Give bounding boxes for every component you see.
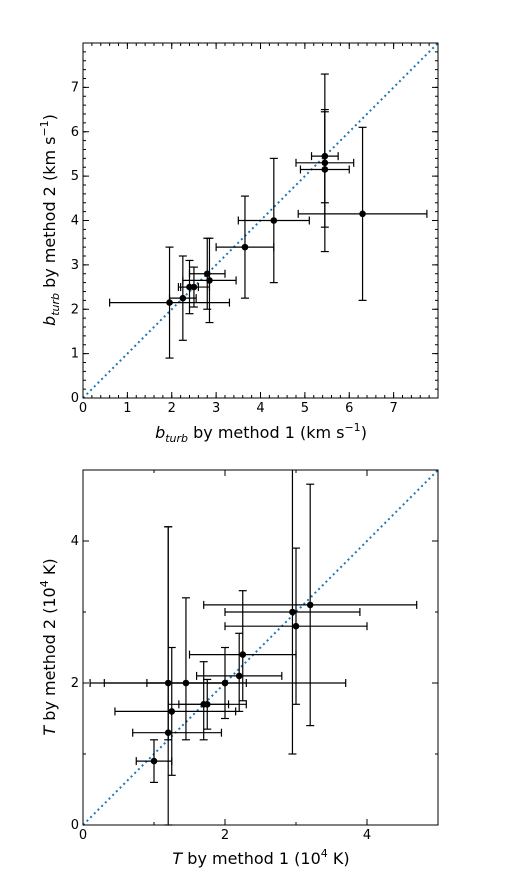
data-point [164,679,172,687]
x-axis-label-sup: 4 [321,847,328,860]
data-point [203,270,211,278]
data-point [179,294,187,302]
y-axis-label-main: b [40,316,59,326]
x-tick-label: 1 [123,401,131,416]
y-axis-label-sub: turb [49,293,62,316]
y-tick-label: 1 [71,347,79,362]
x-axis-label: T by method 1 (104 K) [172,847,349,868]
x-axis-label-rest: by method 1 (km s [188,423,344,442]
data-point [182,679,190,687]
x-tick-label: 4 [363,828,371,843]
y-axis-label-rest: by method 2 (km s [40,137,59,293]
x-axis-label-end: ) [361,423,367,442]
x-axis-label-rest: by method 1 (10 [182,849,321,868]
y-tick-label: 6 [71,125,79,140]
data-point [359,210,366,218]
y-tick-label: 2 [71,676,79,691]
data-point [289,608,296,616]
data-point [164,729,172,736]
data-point [168,708,176,715]
axis-ticks: 0 2 4 0 2 4 [71,469,439,843]
x-tick-label: 3 [212,401,220,416]
x-tick-label: 6 [345,401,353,416]
y-axis-label-rest: by method 2 (10 [40,587,59,726]
x-tick-label: 5 [301,401,309,416]
y-tick-label: 4 [71,534,79,549]
x-axis-label-main: T [172,849,183,868]
data-point [206,277,213,284]
x-tick-label: 0 [79,401,87,416]
y-tick-label: 2 [71,302,79,317]
data-point [292,622,300,630]
x-axis-label-sup: −1 [344,421,360,434]
data-point [241,243,249,251]
x-axis-label-main: b [155,423,165,442]
x-tick-label: 4 [256,401,264,416]
x-axis-label: bturb by method 1 (km s−1) [155,421,367,445]
data-point [239,651,247,658]
data-point [203,701,211,708]
data-points [150,601,314,765]
data-point [321,166,329,173]
y-axis-label-end: K) [40,558,59,580]
error-bars [109,73,428,359]
x-tick-label: 2 [221,828,229,843]
y-tick-label: 0 [71,818,79,833]
x-tick-label: 0 [79,828,87,843]
x-tick-label: 2 [168,401,176,416]
y-axis-label-end: ) [40,114,59,120]
x-tick-label: 7 [389,401,397,416]
error-bars [89,470,418,826]
y-tick-label: 7 [71,80,79,95]
data-point [221,679,229,687]
y-axis-label: T by method 2 (104 K) [38,558,59,735]
y-tick-label: 0 [71,391,79,406]
data-point [306,601,314,609]
y-axis-label: bturb by method 2 (km s−1) [38,114,62,326]
data-point [166,299,173,306]
data-point [321,159,329,167]
y-axis-label-main: T [40,725,59,736]
data-point [270,217,278,224]
data-point [150,757,158,765]
x-axis-label-sub: turb [165,432,188,445]
data-point [235,672,243,680]
y-axis-label-sup: −1 [38,120,51,136]
data-point [321,152,329,160]
data-point [190,283,198,291]
plot-frame [82,469,439,826]
data-points [166,152,366,306]
y-tick-label: 3 [71,258,79,273]
y-axis-label-sup: 4 [38,580,51,587]
x-axis-label-end: K) [328,849,350,868]
axis-ticks: 0 1 2 3 4 5 6 7 0 1 2 3 4 5 6 7 [71,42,439,416]
one-to-one-line [82,469,439,826]
y-tick-label: 5 [71,169,79,184]
y-tick-label: 4 [71,214,79,229]
